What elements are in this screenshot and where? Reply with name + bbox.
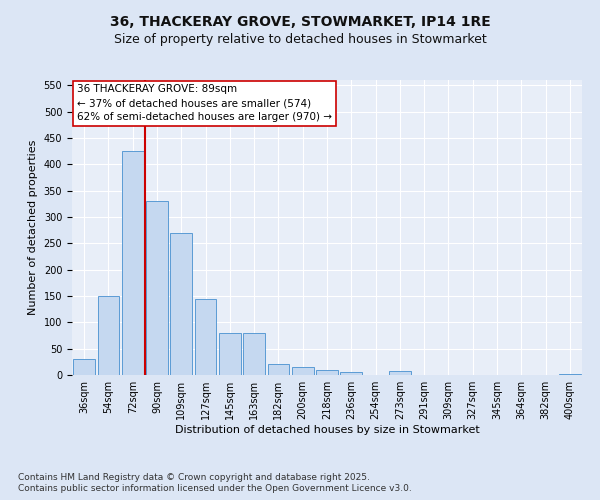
Bar <box>268 364 289 375</box>
Bar <box>292 367 314 375</box>
Bar <box>146 201 168 375</box>
Bar <box>389 371 411 375</box>
Bar <box>219 333 241 375</box>
Bar <box>170 233 192 375</box>
Text: 36 THACKERAY GROVE: 89sqm
← 37% of detached houses are smaller (574)
62% of semi: 36 THACKERAY GROVE: 89sqm ← 37% of detac… <box>77 84 332 122</box>
X-axis label: Distribution of detached houses by size in Stowmarket: Distribution of detached houses by size … <box>175 425 479 435</box>
Text: Contains public sector information licensed under the Open Government Licence v3: Contains public sector information licen… <box>18 484 412 493</box>
Bar <box>559 374 581 375</box>
Bar <box>340 372 362 375</box>
Bar <box>243 333 265 375</box>
Text: Contains HM Land Registry data © Crown copyright and database right 2025.: Contains HM Land Registry data © Crown c… <box>18 472 370 482</box>
Bar <box>73 359 95 375</box>
Text: Size of property relative to detached houses in Stowmarket: Size of property relative to detached ho… <box>113 32 487 46</box>
Text: 36, THACKERAY GROVE, STOWMARKET, IP14 1RE: 36, THACKERAY GROVE, STOWMARKET, IP14 1R… <box>110 15 490 29</box>
Bar <box>194 298 217 375</box>
Bar <box>122 151 143 375</box>
Y-axis label: Number of detached properties: Number of detached properties <box>28 140 38 315</box>
Bar <box>316 370 338 375</box>
Bar <box>97 296 119 375</box>
